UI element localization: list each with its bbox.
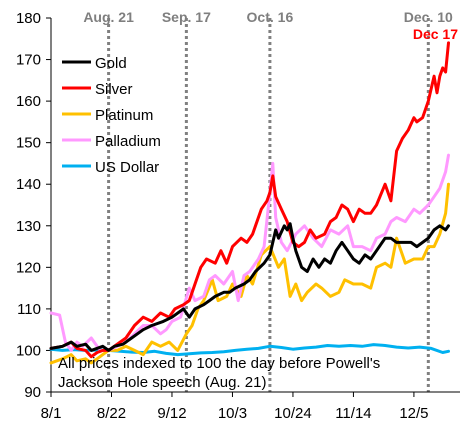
series-line-palladium (49, 153, 450, 352)
legend: Gold Silver Platinum Palladium US Dollar (62, 55, 161, 176)
axes (50, 18, 460, 393)
y-tick-labels: 90 100 110 120 130 140 150 160 170 180 (16, 10, 51, 401)
legend-label: US Dollar (95, 159, 159, 176)
end-label: Dec 17 (413, 26, 458, 42)
legend-label: Silver (95, 81, 133, 98)
event-marker-label: Dec. 10 (404, 9, 453, 25)
x-tick-label: 9/12 (157, 405, 186, 422)
x-tick-label: 10/24 (274, 405, 312, 422)
y-tick-label: 150 (16, 135, 41, 152)
series-lines (49, 41, 450, 365)
y-tick-label: 110 (17, 301, 41, 318)
x-tick-label: 10/3 (218, 405, 247, 422)
series-line-silver (49, 41, 450, 359)
series-line-platinum (49, 182, 450, 365)
y-tick-label: 180 (16, 10, 41, 27)
y-tick-label: 170 (16, 52, 41, 69)
y-tick-label: 90 (24, 384, 41, 401)
legend-label: Gold (95, 55, 127, 72)
x-tick-label: 12/5 (399, 405, 428, 422)
y-tick-label: 130 (16, 218, 41, 235)
x-tick-label: 11/14 (335, 405, 371, 422)
note-line-1: All prices indexed to 100 the day before… (58, 355, 380, 372)
y-tick-label: 140 (16, 176, 41, 193)
event-marker-label: Aug. 21 (83, 9, 134, 25)
chart-note: All prices indexed to 100 the day before… (58, 355, 380, 391)
y-tick-label: 120 (16, 259, 41, 276)
note-line-2: Jackson Hole speech (Aug. 21) (58, 374, 266, 391)
series-line-gold (49, 222, 450, 352)
x-tick-labels: 8/1 8/22 9/12 10/3 10/24 11/14 12/5 (41, 392, 429, 422)
event-marker-label: Sep. 17 (162, 9, 211, 25)
x-tick-label: 8/22 (97, 405, 126, 422)
x-tick-label: 8/1 (41, 405, 62, 422)
legend-label: Palladium (95, 133, 161, 150)
y-tick-label: 160 (16, 93, 41, 110)
event-marker-label: Oct. 16 (247, 9, 294, 25)
legend-label: Platinum (95, 107, 153, 124)
y-tick-label: 100 (16, 342, 41, 359)
